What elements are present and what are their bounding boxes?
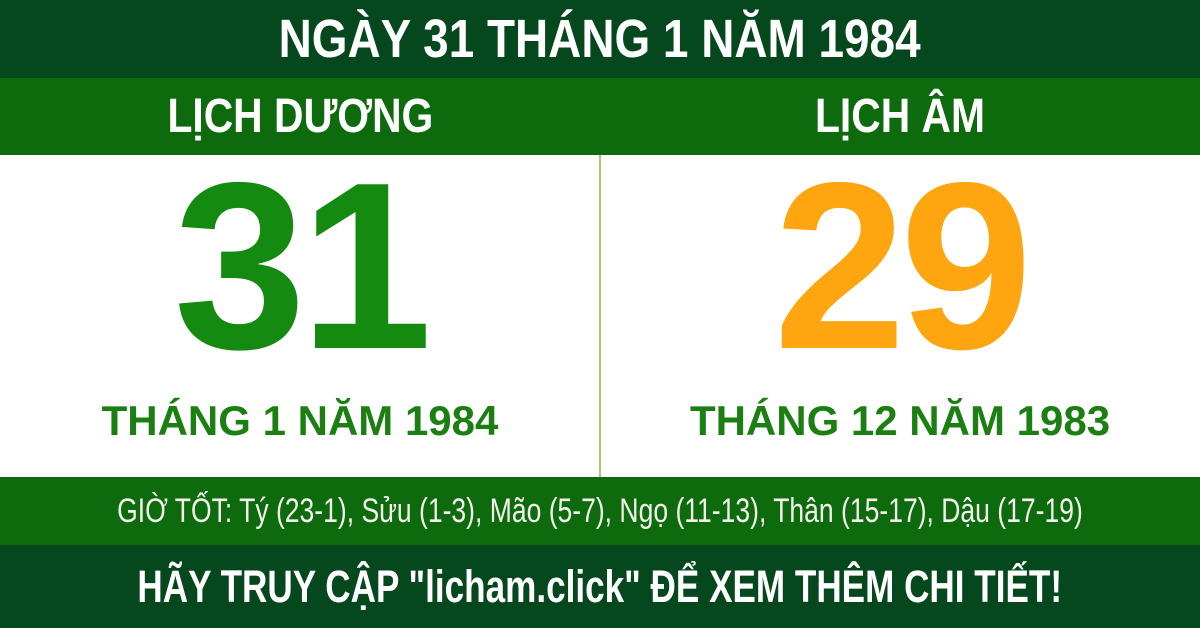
lunar-header-label: LỊCH ÂM <box>815 90 985 143</box>
solar-header: LỊCH DƯƠNG <box>0 78 600 155</box>
solar-header-label: LỊCH DƯƠNG <box>167 90 433 143</box>
solar-month-label: THÁNG 1 NĂM 1984 <box>101 397 499 444</box>
footer-text: HÃY TRUY CẬP "licham.click" ĐỂ XEM THÊM … <box>137 560 1063 612</box>
solar-column: 31 THÁNG 1 NĂM 1984 <box>0 148 600 477</box>
date-title: NGÀY 31 THÁNG 1 NĂM 1984 <box>279 9 921 69</box>
solar-day-number: 31 <box>173 134 433 399</box>
good-hours-banner: GIỜ TỐT: Tý (23-1), Sửu (1-3), Mão (5-7)… <box>0 477 1200 545</box>
footer-banner: HÃY TRUY CẬP "licham.click" ĐỂ XEM THÊM … <box>0 545 1200 628</box>
column-divider <box>599 155 601 477</box>
good-hours-text: GIỜ TỐT: Tý (23-1), Sửu (1-3), Mão (5-7)… <box>117 491 1083 530</box>
lunar-header: LỊCH ÂM <box>600 78 1200 155</box>
lunar-column: 29 THÁNG 12 NĂM 1983 <box>600 148 1200 477</box>
header-banner: NGÀY 31 THÁNG 1 NĂM 1984 <box>0 0 1200 78</box>
lunar-day-number: 29 <box>773 134 1033 399</box>
calendar-header-row: LỊCH DƯƠNG LỊCH ÂM <box>0 78 1200 155</box>
lunar-month-label: THÁNG 12 NĂM 1983 <box>689 397 1111 444</box>
calendar-body: 31 THÁNG 1 NĂM 1984 29 THÁNG 12 NĂM 1983 <box>0 148 1200 477</box>
